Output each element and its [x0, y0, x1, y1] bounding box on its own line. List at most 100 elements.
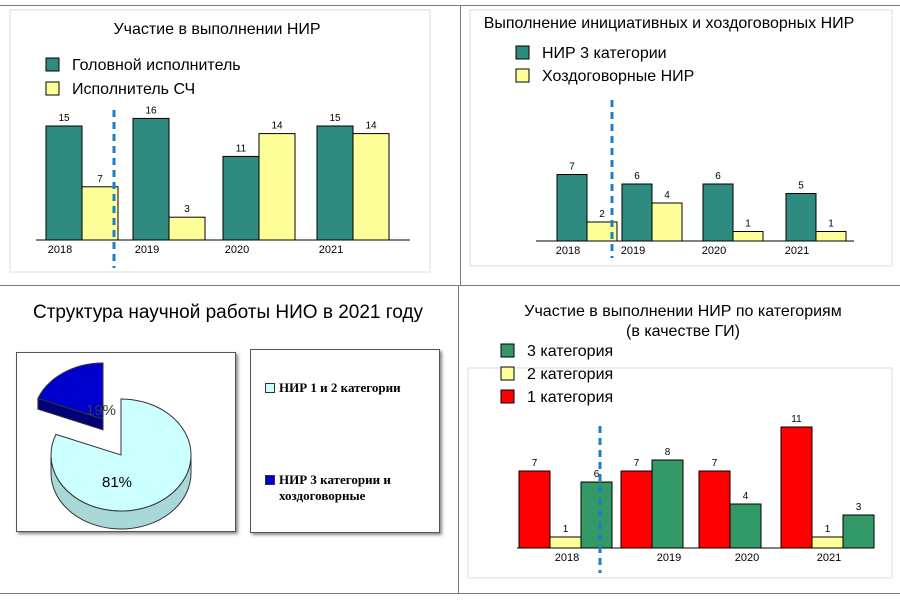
chart-title: Участие в выполнении НИР по категориям — [524, 303, 841, 320]
data-label: 1 — [825, 524, 831, 535]
bar — [81, 186, 119, 241]
x-tick-label: 2018 — [48, 244, 72, 256]
bar — [518, 470, 551, 549]
legend-label: Исполнитель СЧ — [72, 81, 195, 98]
legend-label: 1 категория — [527, 389, 613, 406]
data-label: 3 — [856, 502, 862, 513]
data-label: 4 — [664, 190, 670, 201]
data-label: 4 — [743, 491, 749, 502]
data-label: 15 — [58, 113, 70, 124]
data-label: 7 — [97, 174, 103, 185]
chart-initiative-svg: Выполнение инициативных и хоздоговорных … — [469, 9, 893, 267]
data-label: 16 — [145, 105, 157, 116]
bar — [620, 470, 653, 549]
x-tick-label: 2018 — [555, 552, 579, 564]
data-label: 7 — [712, 458, 718, 469]
frame-top — [0, 5, 900, 6]
x-tick-label: 2021 — [319, 244, 343, 256]
data-label: 6 — [634, 171, 640, 182]
legend-swatch — [500, 389, 515, 404]
bar — [586, 221, 618, 242]
legend-label: Хоздоговорные НИР — [542, 68, 694, 85]
chart-categories: Участие в выполнении НИР по категориям (в… — [459, 286, 900, 593]
legend-swatch — [515, 45, 530, 60]
data-label: 7 — [569, 162, 575, 173]
legend-swatch — [500, 343, 515, 358]
data-label: 5 — [798, 181, 804, 192]
data-label: 14 — [365, 121, 377, 132]
bar — [45, 125, 83, 241]
pie-legend-label-2: НИР 3 категории и хоздоговорные — [279, 472, 391, 503]
data-label: 3 — [184, 204, 190, 215]
pie-legend-swatch-1 — [265, 383, 275, 393]
x-tick-label: 2020 — [735, 552, 759, 564]
x-tick-label: 2018 — [556, 245, 580, 257]
data-label: 8 — [665, 447, 671, 458]
bar — [352, 133, 390, 241]
data-label: 7 — [532, 458, 538, 469]
chart-title: Выполнение инициативных и хоздоговорных … — [484, 15, 855, 32]
bar — [316, 125, 354, 241]
chart-subtitle: (в качестве ГИ) — [626, 323, 740, 340]
data-label: 7 — [634, 458, 640, 469]
pie-chart-title: Структура научной работы НИО в 2021 году — [32, 302, 424, 323]
pie-legend-swatch-2 — [265, 475, 275, 485]
bar — [698, 470, 731, 549]
bar — [785, 193, 817, 242]
bar — [621, 183, 653, 242]
legend-label: Головной исполнитель — [72, 57, 241, 74]
bar — [549, 536, 582, 549]
bar — [168, 216, 206, 241]
data-label: 1 — [828, 219, 834, 230]
pie-legend-label-1: НИР 1 и 2 категории — [279, 380, 401, 395]
data-label: 11 — [791, 414, 802, 425]
data-label: 15 — [329, 113, 341, 124]
chart-participation-svg: Участие в выполнении НИР Головной исполни… — [9, 9, 431, 273]
bar — [842, 514, 875, 549]
bar — [258, 133, 296, 241]
frame-vertical-bottom — [458, 285, 459, 593]
bar — [651, 459, 684, 549]
data-label: 11 — [236, 143, 247, 154]
data-label: 6 — [594, 469, 600, 480]
pie-slice — [37, 362, 104, 420]
legend-label: 3 категория — [527, 343, 613, 360]
legend-swatch — [45, 81, 60, 96]
frame-bottom — [0, 593, 900, 594]
bar — [811, 536, 844, 549]
bar — [780, 426, 813, 549]
x-tick-label: 2019 — [657, 552, 681, 564]
legend-swatch — [500, 366, 515, 381]
pie-slice — [50, 398, 192, 512]
frame-middle — [0, 285, 900, 286]
x-tick-label: 2021 — [817, 552, 841, 564]
legend-label: НИР 3 категории — [542, 45, 667, 62]
data-label: 6 — [715, 171, 721, 182]
legend-swatch — [515, 68, 530, 83]
data-label: 2 — [599, 209, 605, 220]
chart-title: Участие в выполнении НИР — [113, 21, 320, 38]
data-label: 1 — [745, 219, 751, 230]
bar — [556, 174, 588, 242]
pie-slice-label: 81% — [102, 474, 132, 491]
bar — [132, 117, 170, 241]
data-label: 1 — [563, 524, 569, 535]
pie-slice-label: 19% — [86, 402, 116, 419]
legend-label: 2 категория — [527, 366, 613, 383]
bar — [651, 202, 683, 242]
frame-vertical-top — [460, 5, 461, 285]
data-label: 14 — [271, 121, 283, 132]
pie-chart-area: 81% 19% — [16, 352, 236, 532]
chart-initiative: Выполнение инициативных и хоздоговорных … — [461, 6, 900, 285]
x-tick-label: 2019 — [621, 245, 645, 257]
pie-chart-svg: 81% 19% — [37, 362, 192, 530]
x-tick-label: 2021 — [785, 245, 809, 257]
x-tick-label: 2020 — [702, 245, 726, 257]
bar — [732, 231, 764, 242]
bar — [729, 503, 762, 549]
bar — [580, 481, 613, 549]
x-tick-label: 2020 — [225, 244, 249, 256]
chart-categories-svg: Участие в выполнении НИР по категориям (в… — [467, 303, 893, 579]
bar — [222, 155, 260, 241]
x-tick-label: 2019 — [135, 244, 159, 256]
